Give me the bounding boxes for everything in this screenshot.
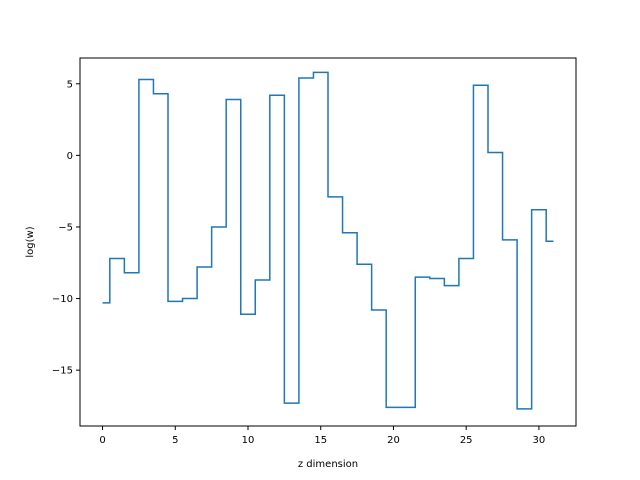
x-axis-label: z dimension <box>298 459 358 470</box>
x-tick-label: 10 <box>242 435 255 446</box>
y-tick-label: −10 <box>52 294 73 305</box>
plot-area <box>102 71 554 410</box>
x-tick-label: 0 <box>99 435 105 446</box>
y-tick-label: −15 <box>52 366 73 377</box>
y-axis-label: log(w) <box>25 226 36 257</box>
x-tick-label: 5 <box>172 435 178 446</box>
y-tick-label: 0 <box>67 151 73 162</box>
x-tick-label: 25 <box>460 435 473 446</box>
y-axis: 5 0 −5 −10 −15 <box>52 79 80 377</box>
y-tick-label: −5 <box>58 222 73 233</box>
x-axis: 0 5 10 15 20 25 30 <box>99 426 545 446</box>
x-tick-label: 30 <box>533 435 546 446</box>
axes-frame <box>79 57 577 427</box>
x-tick-label: 15 <box>314 435 327 446</box>
series-line <box>102 71 554 410</box>
x-tick-label: 20 <box>387 435 400 446</box>
y-tick-label: 5 <box>67 79 73 90</box>
